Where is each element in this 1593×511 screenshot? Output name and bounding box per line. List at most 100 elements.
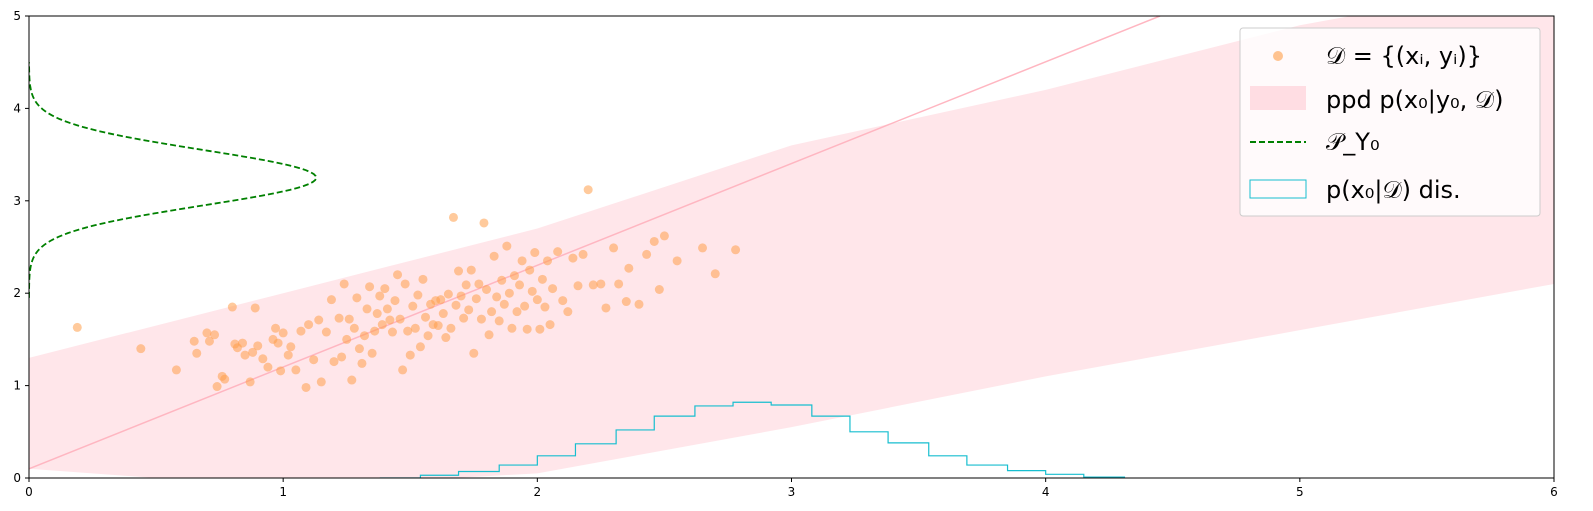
data-point: [413, 290, 423, 300]
data-point: [220, 374, 230, 384]
data-point: [258, 354, 268, 364]
axis-ticks: 0 1 2 3 4 5 6 0 1 2 3 4 5: [13, 9, 1557, 499]
data-point: [367, 348, 377, 358]
data-point: [329, 357, 339, 367]
data-point: [354, 344, 364, 354]
data-point: [372, 309, 382, 319]
data-point: [479, 218, 489, 228]
data-point: [375, 291, 385, 301]
legend-label-histogram: p(x₀|𝒟) dis.: [1326, 176, 1461, 204]
x-tick-label: 4: [1042, 485, 1050, 499]
data-point: [400, 279, 410, 289]
plot-area: [29, 16, 1554, 478]
data-point: [710, 269, 720, 279]
data-point: [464, 305, 474, 315]
data-point: [357, 358, 367, 368]
data-point: [382, 304, 392, 314]
y-tick-label: 4: [13, 101, 21, 115]
data-point: [309, 355, 319, 365]
data-point: [568, 253, 578, 263]
data-point: [314, 315, 324, 325]
data-point: [405, 350, 415, 360]
legend-label-dataset: 𝒟 = {(xᵢ, yᵢ)}: [1326, 42, 1482, 70]
data-point: [291, 365, 301, 375]
data-point: [451, 300, 461, 310]
data-point: [301, 382, 311, 392]
data-point: [410, 323, 420, 333]
data-point: [520, 301, 530, 311]
y-tick-label: 1: [13, 379, 21, 393]
data-point: [573, 281, 583, 291]
data-point: [227, 302, 237, 312]
data-point: [418, 274, 428, 284]
data-point: [438, 309, 448, 319]
legend-marker-hist: [1249, 179, 1307, 199]
data-point: [530, 248, 540, 258]
data-point: [540, 302, 550, 312]
data-point: [492, 292, 502, 302]
data-point: [370, 326, 380, 336]
data-point: [296, 326, 306, 336]
data-point: [202, 328, 212, 338]
data-point: [337, 352, 347, 362]
data-point: [352, 293, 362, 303]
data-point: [553, 247, 563, 257]
data-point: [525, 265, 535, 275]
data-point: [240, 350, 250, 360]
legend-label-ppd: ppd p(x₀|y₀, 𝒟): [1326, 86, 1503, 114]
data-point: [497, 275, 507, 285]
data-point: [271, 323, 281, 333]
data-point: [441, 333, 451, 343]
ppd-band: [29, 16, 1554, 478]
data-point: [349, 323, 359, 333]
data-point: [517, 256, 527, 266]
data-point: [171, 365, 181, 375]
data-point: [362, 304, 372, 314]
data-point: [263, 362, 273, 372]
data-point: [72, 322, 82, 332]
x-tick-label: 6: [1550, 485, 1558, 499]
data-point: [609, 243, 619, 253]
data-point: [649, 236, 659, 246]
data-point: [436, 295, 446, 305]
data-point: [443, 289, 453, 299]
data-point: [278, 328, 288, 338]
data-point: [537, 274, 547, 284]
density-curve: [29, 62, 318, 298]
data-point: [446, 323, 456, 333]
histogram-outline: [379, 401, 1126, 478]
data-point: [448, 212, 458, 222]
data-point: [326, 295, 336, 305]
data-point: [248, 347, 258, 357]
data-point: [395, 314, 405, 324]
data-point: [334, 313, 344, 323]
data-point: [499, 299, 509, 309]
data-point: [253, 341, 263, 351]
data-point: [403, 326, 413, 336]
data-point: [273, 338, 283, 348]
data-point: [360, 331, 369, 341]
data-point: [304, 320, 314, 330]
data-point: [321, 327, 331, 337]
data-point: [476, 314, 486, 324]
data-point: [250, 303, 260, 313]
data-point: [484, 330, 494, 340]
x-tick-label: 3: [788, 485, 796, 499]
data-point: [588, 280, 598, 290]
x-tick-label: 2: [534, 485, 542, 499]
data-point: [532, 295, 542, 305]
data-point: [390, 296, 400, 306]
data-point: [238, 338, 247, 348]
data-point: [601, 303, 611, 313]
data-point: [365, 282, 375, 292]
data-point: [459, 313, 469, 323]
data-point: [487, 307, 497, 317]
data-point: [642, 249, 652, 259]
data-point: [344, 314, 354, 324]
data-point: [515, 280, 525, 290]
x-tick-label: 0: [25, 485, 33, 499]
data-point: [522, 324, 532, 334]
data-point: [286, 342, 296, 352]
data-point: [380, 284, 390, 294]
